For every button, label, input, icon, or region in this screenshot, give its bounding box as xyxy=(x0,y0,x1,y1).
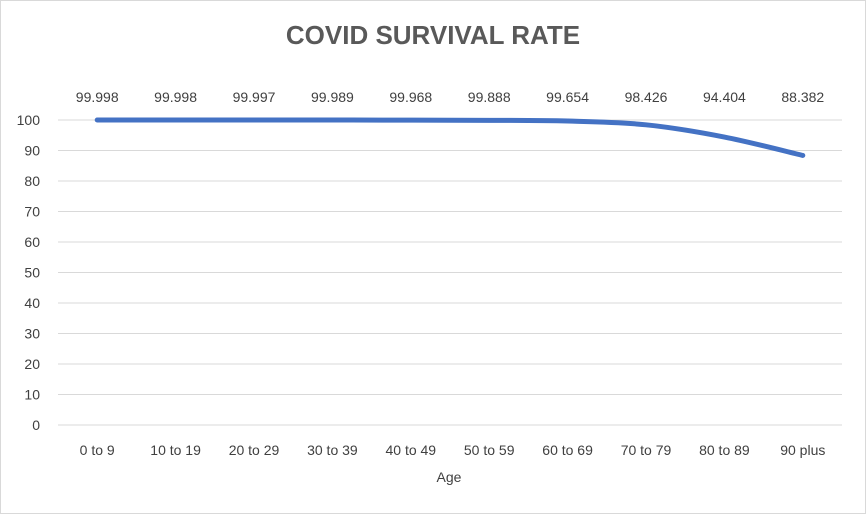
x-tick-label: 80 to 89 xyxy=(699,442,750,458)
x-tick-label: 10 to 19 xyxy=(150,442,201,458)
y-tick-label: 30 xyxy=(24,326,40,342)
y-tick-label: 80 xyxy=(24,173,40,189)
data-label: 99.998 xyxy=(76,89,119,105)
x-tick-label: 60 to 69 xyxy=(542,442,593,458)
data-label: 99.888 xyxy=(468,89,511,105)
x-tick-label: 30 to 39 xyxy=(307,442,358,458)
y-tick-label: 100 xyxy=(17,112,41,128)
data-label: 99.997 xyxy=(233,89,276,105)
series-line xyxy=(94,117,806,158)
x-tick-label: 90 plus xyxy=(780,442,825,458)
x-tick-label: 0 to 9 xyxy=(80,442,115,458)
y-tick-label: 60 xyxy=(24,234,40,250)
x-tick-label: 70 to 79 xyxy=(621,442,672,458)
x-tick-label: 40 to 49 xyxy=(385,442,436,458)
y-axis-ticks: 0 10 20 30 40 50 60 70 80 90 100 xyxy=(17,112,41,433)
chart-title: COVID SURVIVAL RATE xyxy=(285,20,581,50)
data-label: 99.654 xyxy=(546,89,589,105)
y-tick-label: 0 xyxy=(32,417,40,433)
data-label: 88.382 xyxy=(781,89,824,105)
gridlines xyxy=(58,119,842,426)
x-tick-label: 20 to 29 xyxy=(229,442,280,458)
x-axis-ticks: 0 to 9 10 to 19 20 to 29 30 to 39 40 to 49 50… xyxy=(80,442,826,458)
x-axis-title: Age xyxy=(437,469,462,485)
data-label: 94.404 xyxy=(703,89,746,105)
data-label: 99.968 xyxy=(389,89,432,105)
data-label: 99.998 xyxy=(154,89,197,105)
y-tick-label: 90 xyxy=(24,143,40,159)
data-label: 98.426 xyxy=(625,89,668,105)
y-tick-label: 40 xyxy=(24,295,40,311)
y-tick-label: 70 xyxy=(24,204,40,220)
data-label: 99.989 xyxy=(311,89,354,105)
y-tick-label: 20 xyxy=(24,356,40,372)
data-labels: 99.998 99.998 99.997 99.989 99.968 99.888 99.6… xyxy=(76,89,825,105)
x-tick-label: 50 to 59 xyxy=(464,442,515,458)
y-tick-label: 50 xyxy=(24,265,40,281)
y-tick-label: 10 xyxy=(24,387,40,403)
